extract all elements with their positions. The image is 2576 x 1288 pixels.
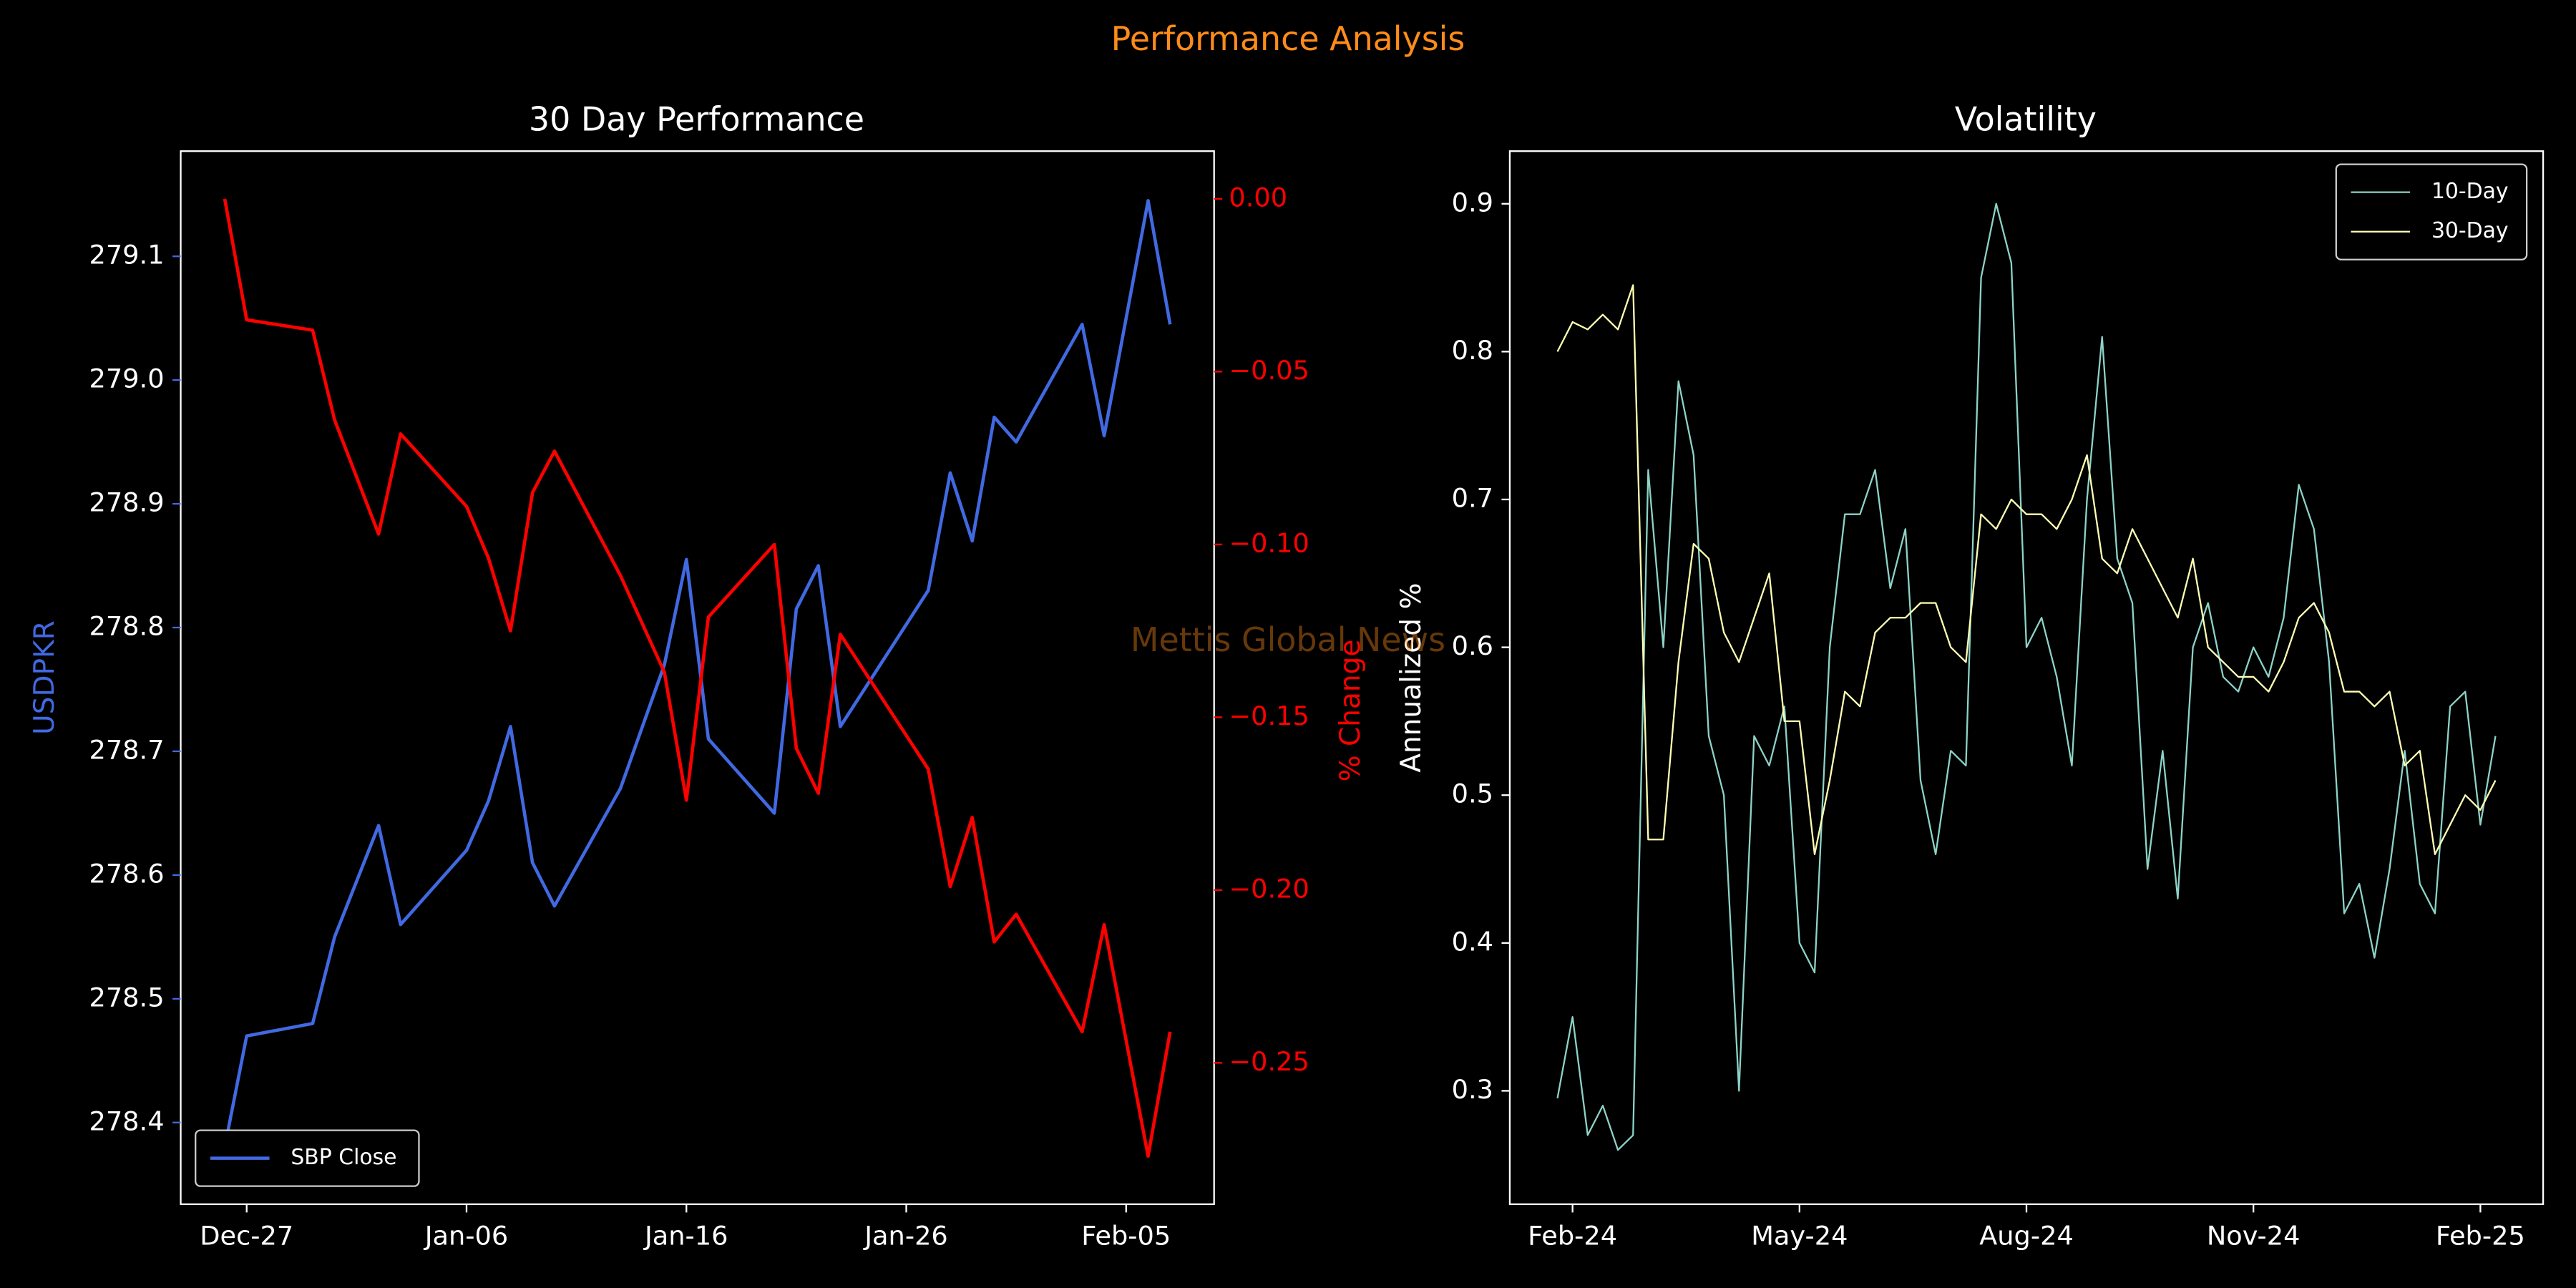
y2-tick-label: −0.20 [1229,873,1309,904]
y-tick-label: 279.0 [89,364,164,394]
x-tick-label: Nov-24 [2207,1220,2301,1251]
x-tick-label: Jan-06 [424,1220,509,1251]
y-tick-label: 278.6 [89,858,164,889]
y-axis-label: Annualized % [1395,582,1428,772]
legend-label: 10-Day [2431,179,2509,204]
series-line [223,199,1172,1148]
y-tick-label: 0.4 [1452,926,1493,957]
x-tick-label: Feb-24 [1528,1220,1617,1251]
legend-box [2335,163,2528,260]
legend-box [195,1129,420,1187]
y2-tick-label: 0.00 [1229,182,1287,213]
y2-axis-label: % Change [1335,640,1367,782]
y-tick-label: 0.9 [1452,187,1493,218]
legend-label: 30-Day [2431,218,2509,243]
series-line [1556,284,2497,856]
x-tick-label: Jan-26 [863,1220,948,1251]
y2-tick-label: −0.05 [1229,355,1309,386]
x-tick-label: Aug-24 [1979,1220,2074,1251]
x-tick-label: Jan-16 [643,1220,728,1251]
chart-title: 30 Day Performance [529,99,864,138]
x-tick-label: Dec-27 [200,1220,293,1251]
plot-frame [180,150,1215,1206]
series-line [223,198,1172,1158]
y-tick-label: 278.4 [89,1106,164,1136]
y2-tick-label: −0.15 [1229,701,1309,731]
y-tick-label: 278.8 [89,611,164,642]
y-tick-label: 278.9 [89,487,164,518]
y-tick-label: 0.5 [1452,779,1493,809]
y-tick-label: 0.3 [1452,1074,1493,1105]
series-line [1556,203,2497,1151]
y2-tick-label: −0.25 [1229,1046,1309,1077]
y-tick-label: 0.6 [1452,630,1493,661]
x-tick-label: Feb-05 [1081,1220,1171,1251]
y-tick-label: 0.8 [1452,335,1493,366]
y-tick-label: 279.1 [89,240,164,270]
chart-title: Volatility [1955,99,2097,138]
x-tick-label: May-24 [1751,1220,1848,1251]
figure-title: Performance Analysis [1111,19,1465,58]
y-tick-label: 278.7 [89,734,164,765]
watermark: Mettis Global News [1131,620,1445,659]
legend-label: SBP Close [291,1145,396,1170]
y-tick-label: 278.5 [89,982,164,1013]
x-tick-label: Feb-25 [2436,1220,2525,1251]
y-axis-label: USDPKR [29,620,61,735]
y-tick-label: 0.7 [1452,482,1493,513]
y2-tick-label: −0.10 [1229,527,1309,558]
